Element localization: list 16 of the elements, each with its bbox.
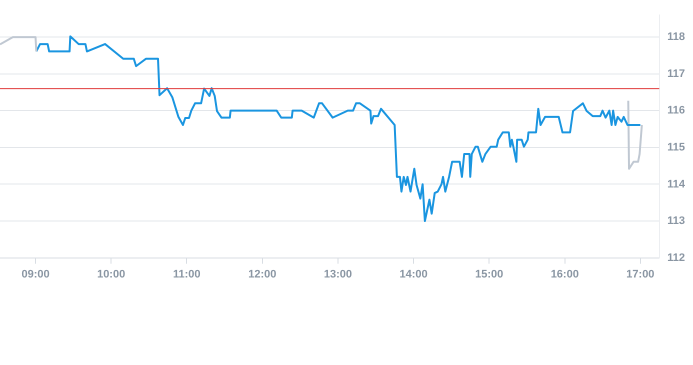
x-tick-label: 16:00 — [550, 268, 579, 280]
x-tick-label: 11:00 — [172, 268, 201, 280]
y-tick-label: 112 — [667, 252, 686, 264]
y-tick-label: 114 — [667, 178, 686, 190]
x-tick-label: 13:00 — [324, 268, 352, 280]
y-tick-label: 115 — [667, 141, 686, 154]
y-tick-label: 116 — [667, 104, 686, 117]
y-tick-label: 117 — [667, 68, 686, 80]
x-tick-label: 15:00 — [475, 268, 504, 280]
y-tick-label: 118 — [667, 31, 686, 44]
x-tick-label: 10:00 — [97, 268, 126, 280]
x-tick-label: 09:00 — [21, 268, 50, 280]
y-tick-label: 113 — [667, 215, 686, 228]
x-tick-label: 12:00 — [248, 268, 276, 280]
x-tick-label: 17:00 — [626, 268, 654, 280]
x-tick-label: 14:00 — [399, 268, 428, 280]
